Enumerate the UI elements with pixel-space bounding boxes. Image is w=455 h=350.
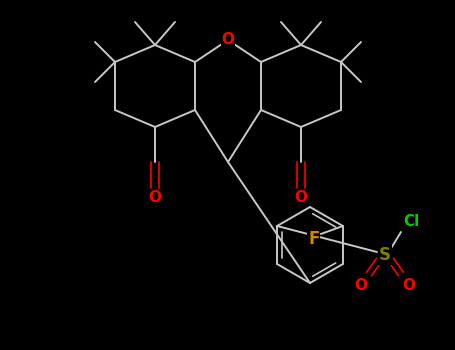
Text: O: O	[222, 33, 234, 48]
Text: O: O	[354, 279, 368, 294]
Text: O: O	[403, 279, 415, 294]
Text: O: O	[294, 189, 308, 204]
Text: O: O	[148, 189, 162, 204]
Text: Cl: Cl	[403, 215, 419, 230]
Text: S: S	[379, 246, 391, 264]
Text: F: F	[308, 230, 319, 248]
